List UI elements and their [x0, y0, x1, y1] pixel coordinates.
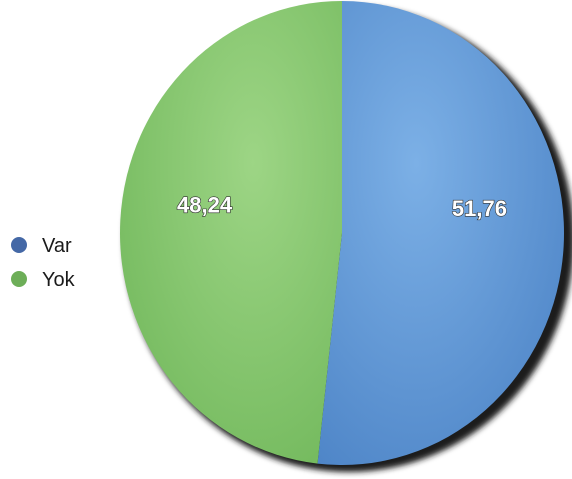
pie-data-labels: 51,76 48,24 — [176, 192, 507, 222]
legend-label-var: Var — [42, 235, 72, 257]
pie-slice-var — [317, 1, 565, 465]
data-label-var: 51,76 — [452, 196, 507, 221]
pie-slice-yok — [120, 1, 342, 464]
legend-marker-var — [11, 237, 27, 253]
data-label-yok: 48,24 — [177, 193, 233, 218]
legend: Var Yok — [11, 235, 76, 291]
legend-marker-yok — [11, 271, 27, 287]
legend-label-yok: Yok — [42, 269, 76, 291]
pie-slices — [120, 1, 565, 465]
